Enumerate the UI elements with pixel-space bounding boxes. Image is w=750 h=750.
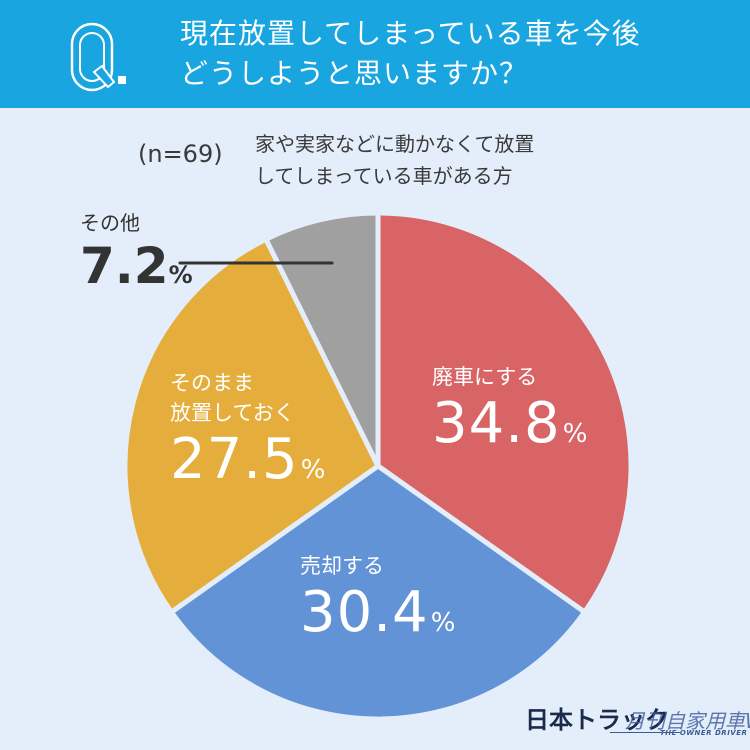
label-houchi: そのまま 放置しておく 27.5%	[170, 368, 326, 502]
label-baikyaku: 売却する 30.4%	[300, 551, 456, 655]
logo-sub-text: 月刊自家用車WEB	[625, 709, 750, 733]
label-other: その他 7.2%	[80, 208, 193, 303]
label-baikyaku-value: 30.4%	[300, 581, 456, 655]
value-unit: %	[168, 261, 193, 289]
value-unit: %	[300, 455, 327, 485]
label-other-value: 7.2%	[80, 238, 193, 303]
label-haisha-value: 34.8%	[432, 392, 588, 466]
question-line-2: どうしようと思いますか？	[180, 57, 529, 90]
sample-description: 家や実家などに動かなくて放置 してしまっている車がある方	[255, 128, 534, 192]
label-haisha-name: 廃車にする	[432, 365, 538, 389]
publisher-logo: 日本トラック 月刊自家用車WEB THE OWNER DRIVER	[525, 700, 750, 740]
question-title: 現在放置してしまっている車を今後 どうしようと思いますか？	[180, 14, 641, 94]
value-number: 27.5	[170, 427, 299, 492]
q-badge-icon	[70, 22, 126, 92]
label-haisha: 廃車にする 34.8%	[432, 362, 588, 466]
label-houchi-name-1: そのまま	[170, 371, 254, 395]
label-houchi-name-2: 放置しておく	[170, 401, 295, 425]
logo-main-text: 日本トラック	[525, 706, 669, 734]
value-number: 7.2	[80, 237, 169, 295]
label-houchi-value: 27.5%	[170, 428, 326, 502]
value-unit: %	[430, 608, 457, 638]
value-number: 34.8	[432, 391, 561, 456]
sample-description-line-2: してしまっている車がある方	[255, 164, 513, 188]
logo-rule	[610, 732, 680, 733]
question-line-1: 現在放置してしまっている車を今後	[180, 17, 641, 50]
slice-other	[263, 210, 381, 469]
label-other-name: その他	[80, 211, 140, 235]
sample-size: (n=69)	[138, 140, 223, 168]
slice-houchi	[122, 236, 381, 615]
sample-description-line-1: 家や実家などに動かなくて放置	[255, 132, 535, 156]
slice-haisha	[375, 210, 634, 615]
logo-english-text: THE OWNER DRIVER	[660, 729, 748, 737]
question-header: 現在放置してしまっている車を今後 どうしようと思いますか？	[0, 0, 750, 108]
label-baikyaku-name: 売却する	[300, 554, 384, 578]
value-unit: %	[562, 419, 589, 449]
slice-baikyaku	[168, 463, 588, 722]
value-number: 30.4	[300, 580, 429, 645]
